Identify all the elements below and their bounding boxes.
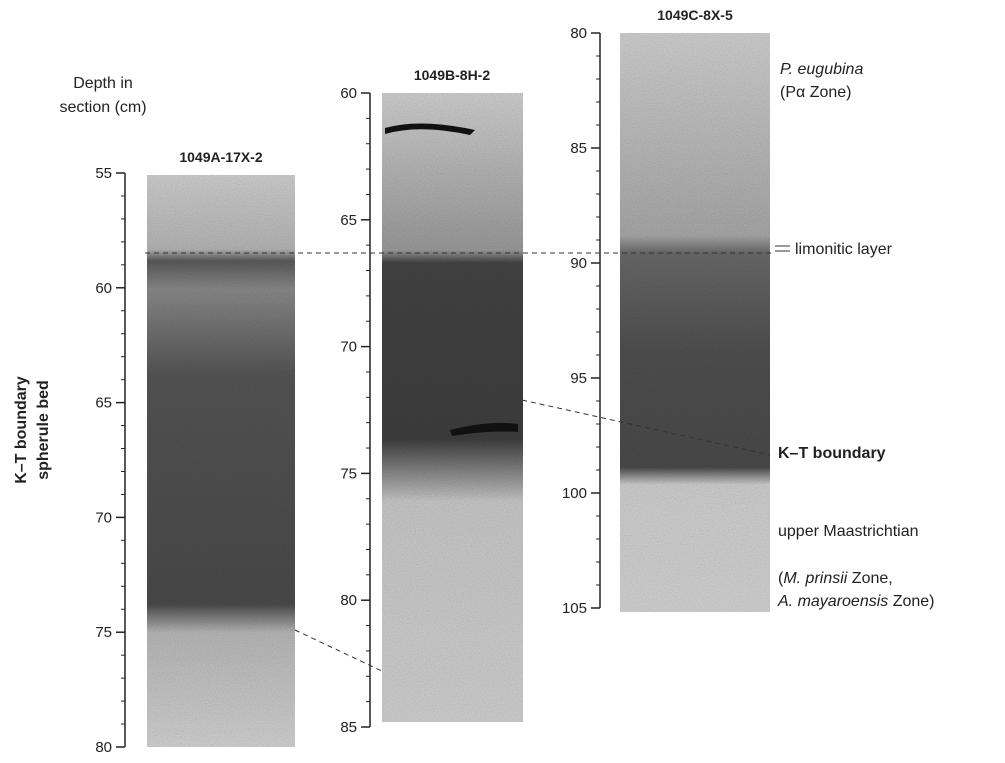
tick-label: 70 xyxy=(340,339,357,356)
tick-label: 60 xyxy=(340,85,357,102)
core-photo xyxy=(620,33,770,612)
tick-label: 80 xyxy=(95,739,112,756)
annotation-part: A. mayaroensis xyxy=(777,593,888,610)
depth-label: Depth in xyxy=(73,75,133,92)
side-label: K–T boundary xyxy=(13,376,30,484)
tick-label: 75 xyxy=(340,465,357,482)
clast xyxy=(385,123,475,135)
core-photo xyxy=(147,175,295,747)
tick-label: 85 xyxy=(570,140,587,157)
correlation-line xyxy=(294,629,385,673)
tick-label: 75 xyxy=(95,624,112,641)
side-label: spherule bed xyxy=(35,380,52,480)
annotation: P. eugubina xyxy=(780,61,863,78)
tick-label: 80 xyxy=(340,592,357,609)
annotation: limonitic layer xyxy=(795,241,893,258)
annotation: (Pα Zone) xyxy=(780,84,852,101)
core-title: 1049B-8H-2 xyxy=(414,67,490,83)
tick-label: 105 xyxy=(562,600,587,617)
tick-label: 65 xyxy=(95,395,112,412)
tick-label: 55 xyxy=(95,165,112,182)
core-title: 1049A-17X-2 xyxy=(179,149,262,165)
tick-label: 95 xyxy=(570,370,587,387)
annotation: upper Maastrichtian xyxy=(778,523,919,540)
annotation: K–T boundary xyxy=(778,445,886,462)
annotation: (M. prinsii Zone, xyxy=(778,570,893,587)
core-title: 1049C-8X-5 xyxy=(657,7,733,23)
tick-label: 80 xyxy=(570,25,587,42)
tick-label: 100 xyxy=(562,485,587,502)
annotation-part: Zone) xyxy=(888,593,934,610)
tick-label: 85 xyxy=(340,719,357,736)
annotation-part: ( xyxy=(778,570,784,587)
tick-label: 90 xyxy=(570,255,587,272)
clast xyxy=(450,422,518,436)
annotation-part: M. prinsii xyxy=(783,570,847,587)
annotation-part: Zone, xyxy=(847,570,892,587)
tick-label: 60 xyxy=(95,280,112,297)
tick-label: 65 xyxy=(340,212,357,229)
annotation: A. mayaroensis Zone) xyxy=(777,593,935,610)
correlation-line xyxy=(521,399,771,456)
core-photo xyxy=(382,93,523,722)
depth-label: section (cm) xyxy=(59,99,146,116)
tick-label: 70 xyxy=(95,509,112,526)
